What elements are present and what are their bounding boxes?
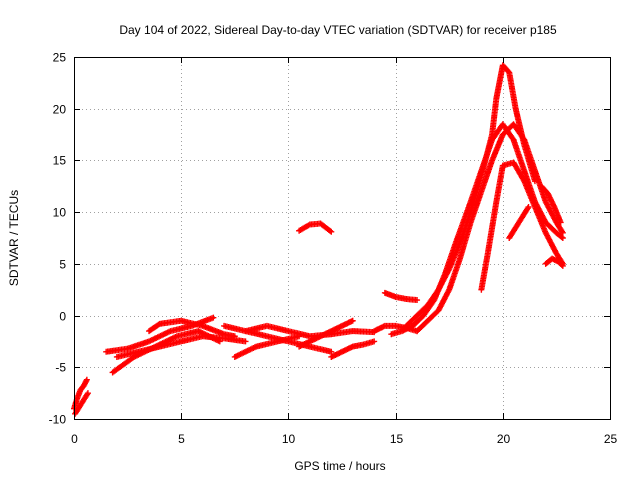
data-point xyxy=(210,314,217,321)
data-point xyxy=(557,219,564,226)
y-axis-label: SDTVAR / TECUs xyxy=(7,190,21,286)
series-arc-18 xyxy=(478,159,566,293)
data-point xyxy=(328,348,335,355)
x-axis-label: GPS time / hours xyxy=(294,459,385,473)
data-point xyxy=(558,261,565,268)
data-point xyxy=(155,321,162,328)
data-point xyxy=(414,297,421,304)
axes: 0 5 10 15 20 25 -10 -5 0 5 10 15 20 25 xyxy=(49,51,618,447)
chart-title: Day 104 of 2022, Sidereal Day-to-day VTE… xyxy=(119,23,557,37)
data-point xyxy=(327,227,334,234)
y-tick-label: 10 xyxy=(53,206,67,220)
data-point xyxy=(559,229,566,236)
grid xyxy=(74,57,610,419)
y-tick-label: 0 xyxy=(59,310,66,324)
data-point xyxy=(559,235,566,241)
series-arc-15 xyxy=(388,121,566,338)
x-tick-label: 20 xyxy=(497,432,511,446)
y-tick-label: 20 xyxy=(53,103,67,117)
series-arc-20 xyxy=(542,255,566,269)
series-arc-3 xyxy=(103,314,217,355)
series-arc-11 xyxy=(328,338,378,360)
data-point xyxy=(328,228,335,235)
series-arc-17 xyxy=(414,121,566,335)
series-arc-6 xyxy=(113,333,249,360)
series-arc-5 xyxy=(146,317,238,340)
series-arc-12 xyxy=(296,220,335,235)
data-point xyxy=(371,338,378,345)
y-tick-label: 25 xyxy=(53,51,67,65)
y-tick-label: 15 xyxy=(53,154,67,168)
series-arc-21 xyxy=(538,183,564,226)
series-arc-14 xyxy=(381,289,421,304)
series-arc-10 xyxy=(296,317,356,350)
data-point xyxy=(525,203,532,210)
data-point xyxy=(84,390,91,397)
data-point xyxy=(559,228,566,235)
x-tick-label: 15 xyxy=(390,432,404,446)
plot-area xyxy=(71,62,566,417)
plot-frame xyxy=(74,57,611,420)
data-point xyxy=(349,317,356,324)
data-point xyxy=(524,205,531,212)
x-tick-label: 5 xyxy=(178,432,185,446)
data-point xyxy=(242,338,249,345)
x-tick-label: 10 xyxy=(282,432,296,446)
series-arc-2 xyxy=(72,390,91,417)
data-point xyxy=(83,376,90,383)
y-tick-label: -10 xyxy=(49,413,67,427)
data-point xyxy=(559,262,566,269)
data-point xyxy=(84,391,91,398)
data-point xyxy=(558,234,565,241)
series-arc-19 xyxy=(506,203,532,241)
y-tick-label: 5 xyxy=(59,258,66,272)
x-tick-label: 0 xyxy=(71,432,78,446)
x-tick-label: 25 xyxy=(604,432,618,446)
y-tick-label: -5 xyxy=(55,361,66,375)
series-arc-9 xyxy=(221,322,335,355)
